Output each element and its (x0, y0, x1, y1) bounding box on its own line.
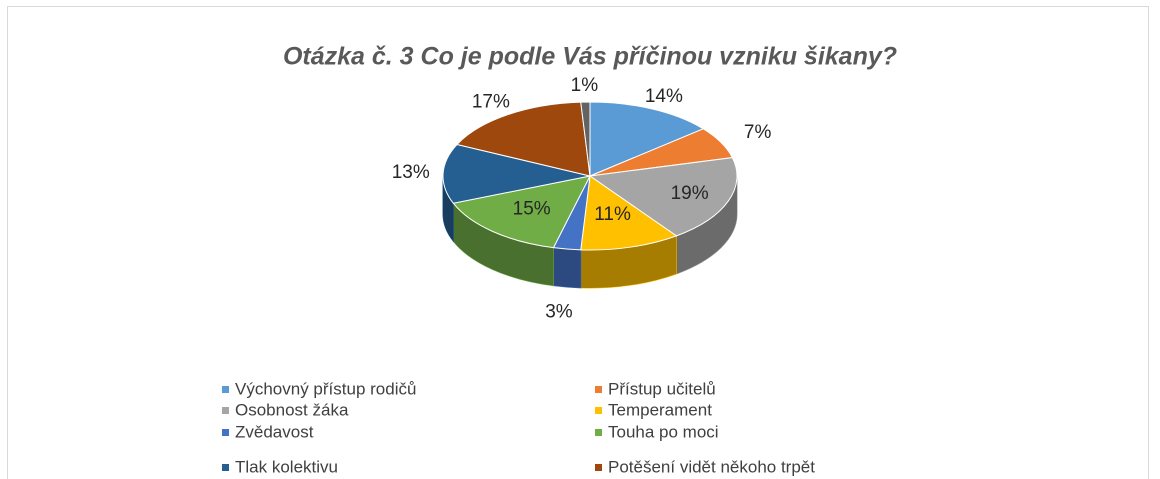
legend-swatch (222, 407, 229, 414)
slice-side-shade (443, 176, 454, 242)
slice (442, 143, 591, 204)
slice (580, 101, 591, 177)
slice-side-shade (676, 176, 737, 274)
data-label: 7% (744, 122, 772, 143)
slice-side-shade (453, 203, 554, 286)
chart-frame (7, 6, 1149, 479)
data-label: 19% (671, 183, 709, 204)
slice (589, 101, 705, 177)
legend-label: Osobnost žáka (235, 400, 349, 419)
legend-label: Zvědavost (235, 422, 314, 441)
slice (588, 157, 738, 237)
data-label: 11% (594, 204, 631, 225)
legend-swatch (595, 464, 602, 471)
data-label: 15% (513, 198, 551, 219)
legend-swatch (595, 386, 602, 393)
data-label: 17% (472, 92, 510, 113)
slice-side-shade (553, 247, 581, 288)
data-label: 13% (392, 162, 430, 183)
legend-label: Tlak kolektivu (235, 457, 338, 476)
slice (456, 101, 591, 177)
legend-swatch (595, 429, 602, 436)
legend-swatch (222, 464, 229, 471)
legend-swatch (222, 386, 229, 393)
slice (580, 175, 678, 251)
slice (452, 175, 591, 249)
data-label: 1% (571, 75, 599, 96)
legend-label: Výchovný přístup rodičů (235, 379, 416, 398)
data-label: 14% (645, 86, 683, 107)
legend-label: Přístup učitelů (608, 379, 716, 398)
legend-swatch (595, 407, 602, 414)
legend-label: Temperament (608, 400, 712, 419)
legend-label: Touha po moci (608, 422, 719, 441)
legend-swatch (222, 429, 229, 436)
data-label: 3% (545, 302, 573, 323)
slice-side-shade (580, 235, 677, 288)
legend-label: Potěšení vidět někoho trpět (608, 457, 815, 476)
chart-title: Otázka č. 3 Co je podle Vás příčinou vzn… (283, 43, 897, 71)
